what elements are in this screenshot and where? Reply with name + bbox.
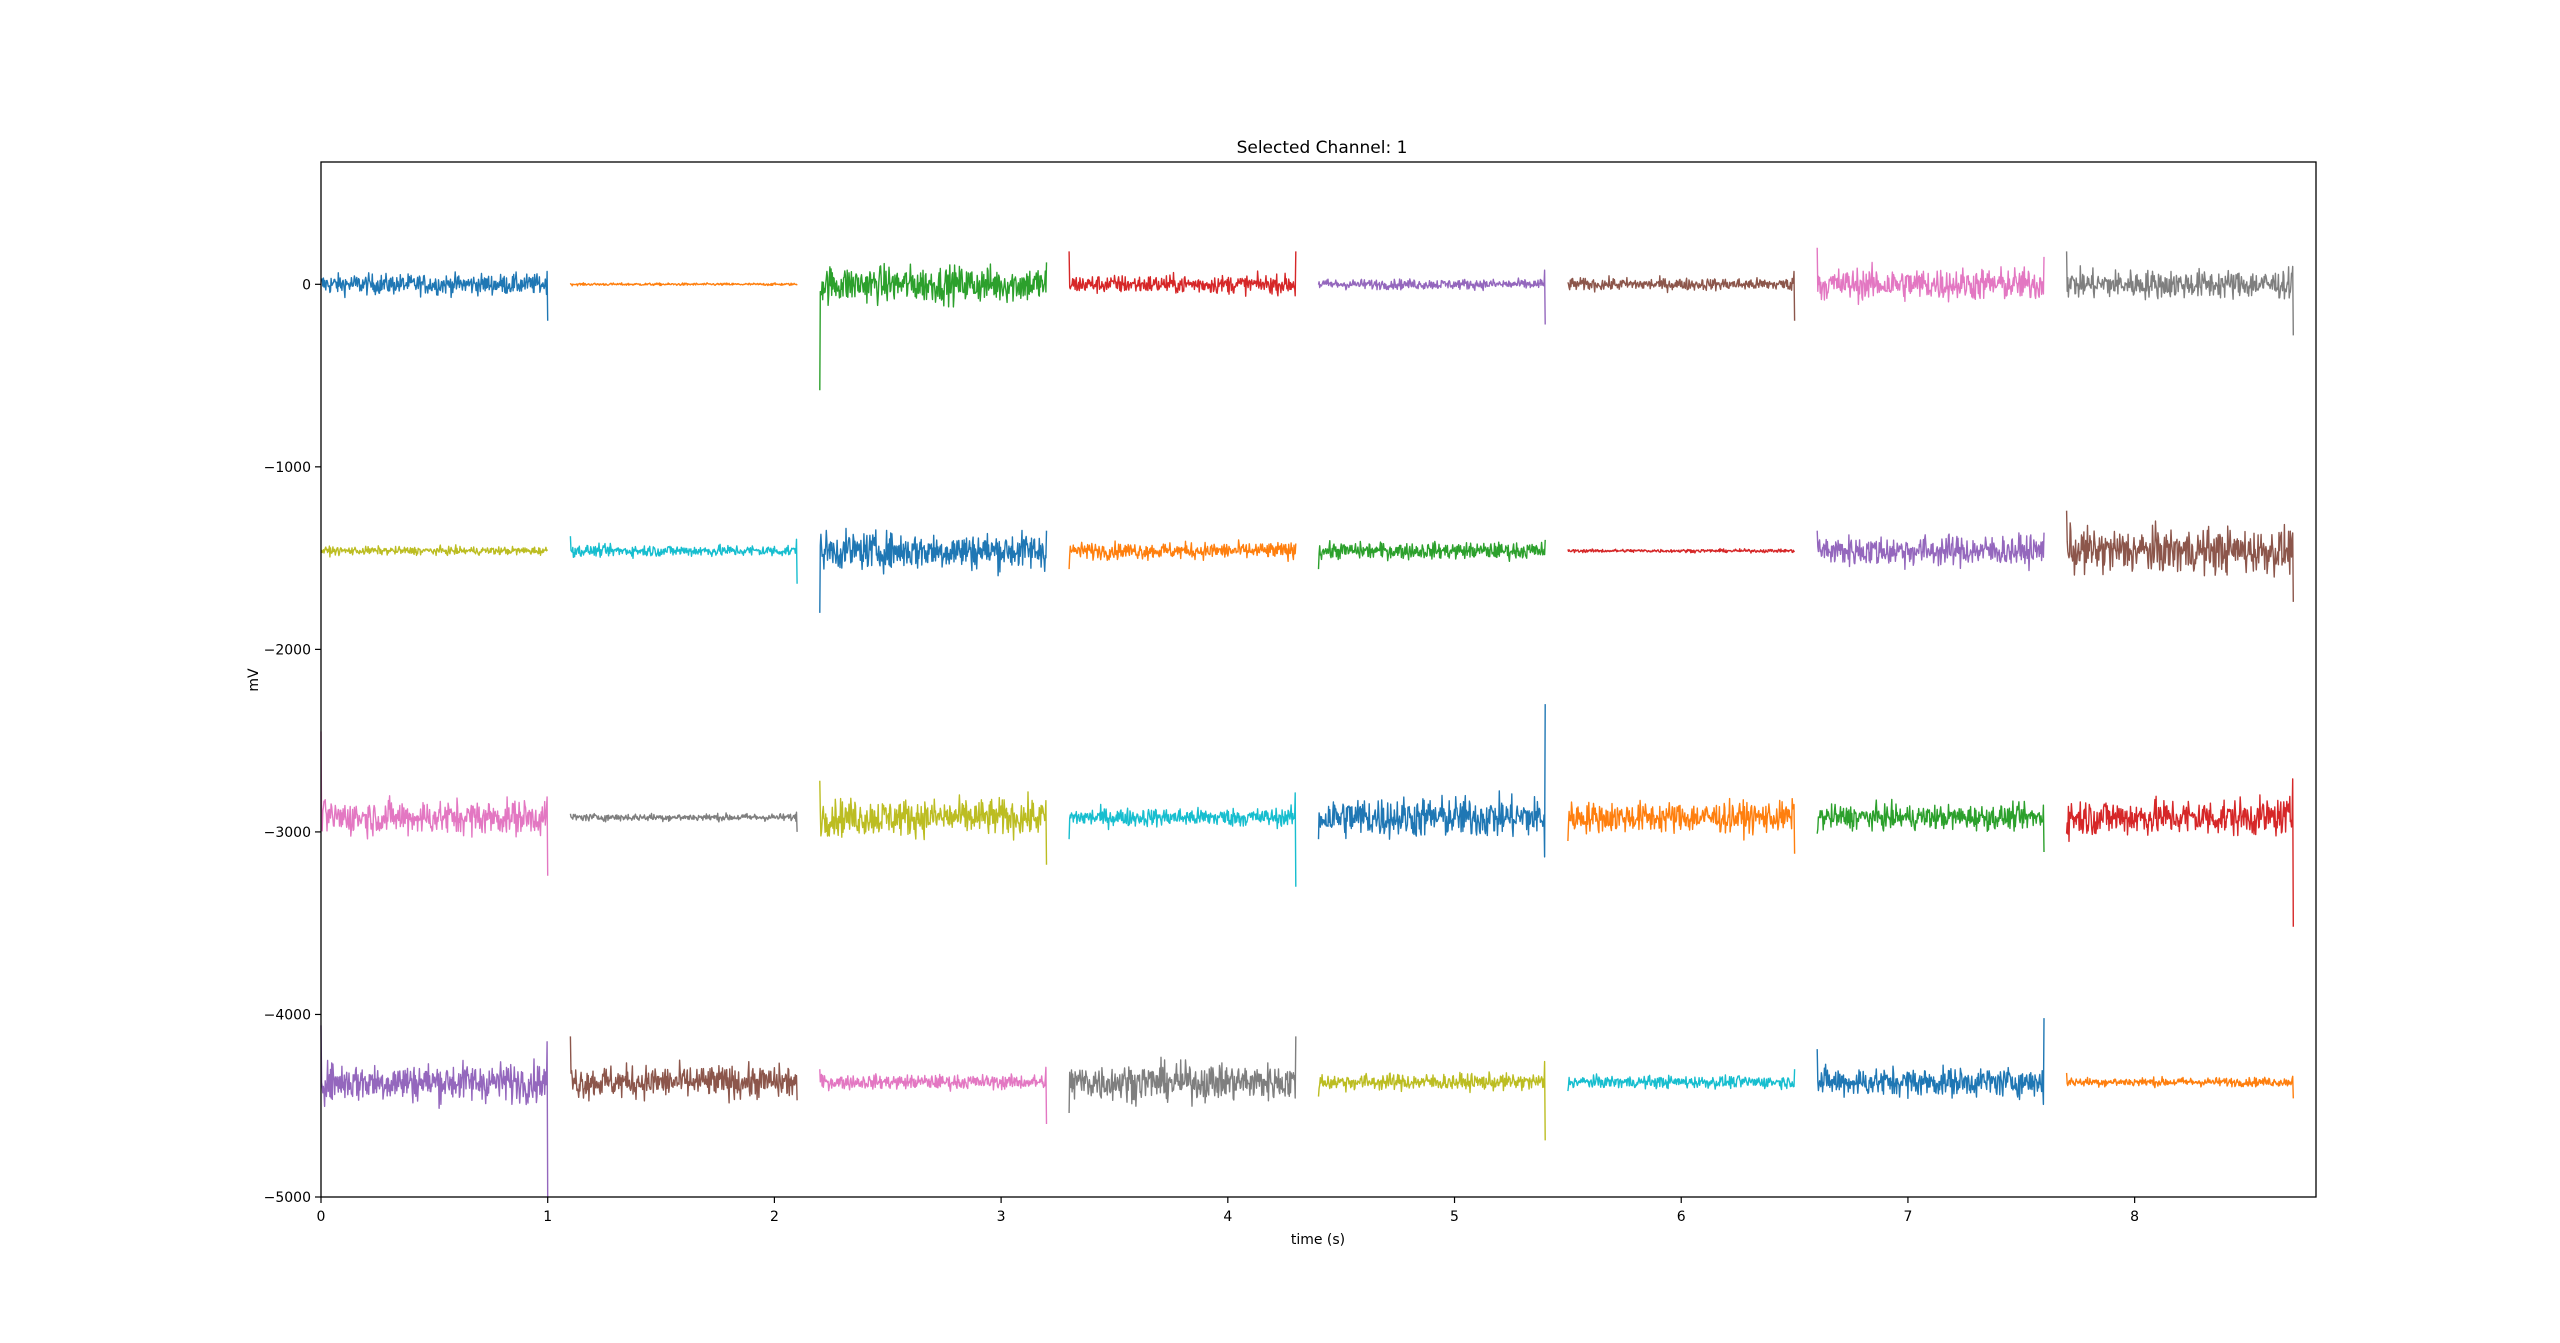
trace-row4-seg7 xyxy=(1816,1018,2045,1106)
trace-row2-seg1 xyxy=(320,544,549,558)
trace-row2-seg7 xyxy=(1816,530,2045,572)
y-tick-label: 0 xyxy=(302,277,311,293)
y-tick-label: −5000 xyxy=(264,1190,311,1206)
trace-row4-seg1 xyxy=(320,1025,549,1198)
plot-area xyxy=(320,247,2295,1198)
x-tick-label: 5 xyxy=(1450,1209,1459,1225)
x-tick-label: 4 xyxy=(1223,1209,1232,1225)
trace-row2-seg4 xyxy=(1068,539,1297,570)
trace-row3-seg5 xyxy=(1317,704,1546,858)
trace-row2-seg6 xyxy=(1567,547,1796,554)
trace-row1-seg4 xyxy=(1068,251,1297,297)
trace-row1-seg8 xyxy=(2065,251,2295,336)
x-axis-label: time (s) xyxy=(1291,1232,1345,1248)
x-tick-label: 2 xyxy=(770,1209,779,1225)
trace-row4-seg3 xyxy=(819,1066,1048,1125)
trace-row3-seg1 xyxy=(320,731,549,876)
trace-row4-seg2 xyxy=(569,1036,798,1104)
trace-row4-seg5 xyxy=(1317,1060,1546,1141)
trace-row1-seg3 xyxy=(819,262,1048,391)
x-tick-label: 7 xyxy=(1903,1209,1912,1225)
trace-row3-seg6 xyxy=(1567,797,1796,854)
trace-row4-seg6 xyxy=(1567,1069,1796,1092)
x-tick-label: 0 xyxy=(317,1209,326,1225)
chart-title: Selected Channel: 1 xyxy=(1237,138,1408,158)
y-axis-label: mV xyxy=(246,668,262,692)
trace-row1-seg1 xyxy=(320,270,549,321)
trace-row1-seg5 xyxy=(1317,269,1546,325)
trace-row3-seg2 xyxy=(569,811,798,832)
x-tick-label: 3 xyxy=(997,1209,1006,1225)
trace-row1-seg6 xyxy=(1567,270,1796,321)
axes-frame xyxy=(320,161,2317,1198)
trace-row1-seg2 xyxy=(569,282,798,287)
x-tick-label: 8 xyxy=(2130,1209,2139,1225)
y-tick-label: −4000 xyxy=(264,1007,311,1023)
x-axis: 0 1 2 3 4 5 6 7 8 xyxy=(317,1197,2139,1225)
trace-row2-seg8 xyxy=(2065,510,2295,602)
trace-row2-seg3 xyxy=(819,527,1048,613)
x-tick-label: 6 xyxy=(1677,1209,1686,1225)
trace-row3-seg4 xyxy=(1068,792,1297,887)
trace-row3-seg8 xyxy=(2065,778,2295,927)
trace-row3-seg3 xyxy=(819,780,1048,865)
trace-row1-seg7 xyxy=(1816,247,2045,306)
trace-row3-seg7 xyxy=(1816,798,2045,853)
x-tick-label: 1 xyxy=(543,1209,552,1225)
y-axis: 0 −1000 −2000 −3000 −4000 −5000 xyxy=(264,277,321,1206)
y-tick-label: −3000 xyxy=(264,825,311,841)
trace-row2-seg5 xyxy=(1317,539,1546,570)
trace-row2-seg2 xyxy=(569,536,798,584)
y-tick-label: −1000 xyxy=(264,460,311,476)
trace-row4-seg4 xyxy=(1068,1036,1297,1114)
y-tick-label: −2000 xyxy=(264,642,311,658)
trace-row4-seg8 xyxy=(2065,1072,2294,1099)
